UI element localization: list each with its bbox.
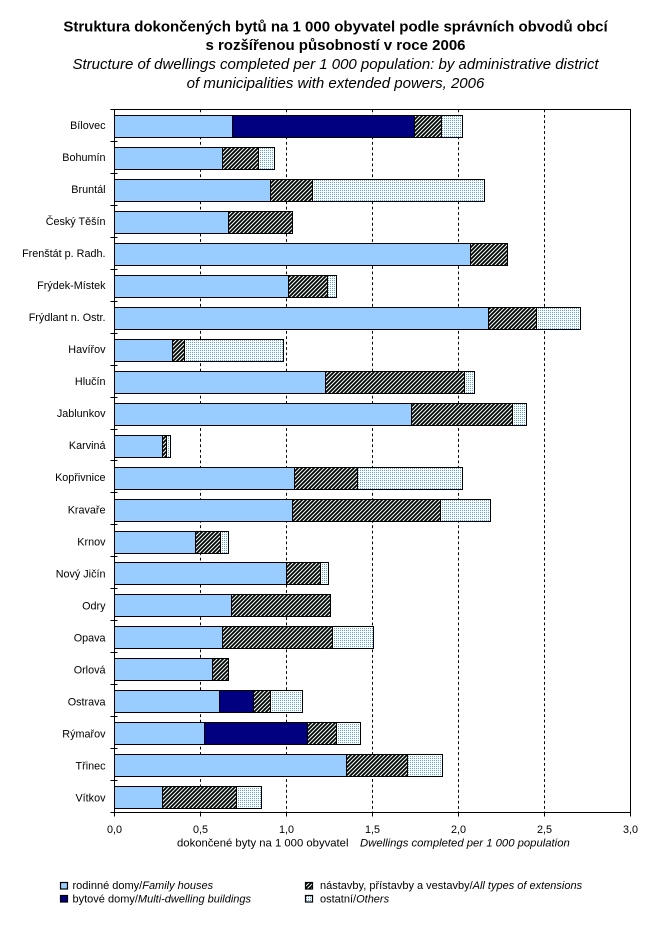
svg-text:Český Těšín: Český Těšín xyxy=(46,215,106,228)
svg-text:Bohumín: Bohumín xyxy=(62,152,105,164)
svg-text:ostatní/Others: ostatní/Others xyxy=(320,894,390,906)
svg-text:Odry: Odry xyxy=(82,600,106,612)
svg-text:Bílovec: Bílovec xyxy=(70,120,106,132)
svg-text:Opava: Opava xyxy=(74,632,106,644)
svg-text:Vítkov: Vítkov xyxy=(75,792,106,804)
svg-text:Rýmařov: Rýmařov xyxy=(62,728,106,740)
svg-text:Structure of dwellings complet: Structure of dwellings completed per 1 0… xyxy=(72,56,599,73)
svg-text:nástavby, přístavby a vestavby: nástavby, přístavby a vestavby/All types… xyxy=(320,880,583,892)
svg-text:Třinec: Třinec xyxy=(76,760,107,772)
svg-text:Karviná: Karviná xyxy=(69,440,106,452)
svg-text:0,5: 0,5 xyxy=(193,824,208,836)
svg-text:1,0: 1,0 xyxy=(279,824,294,836)
svg-text:Orlová: Orlová xyxy=(74,664,106,676)
svg-text:Ostrava: Ostrava xyxy=(68,696,106,708)
svg-text:0,0: 0,0 xyxy=(107,824,122,836)
svg-text:Kopřivnice: Kopřivnice xyxy=(55,472,105,484)
svg-text:Struktura dokončených bytů na: Struktura dokončených bytů na 1 000 obyv… xyxy=(63,19,608,36)
svg-text:Krnov: Krnov xyxy=(77,536,106,548)
svg-text:3,0: 3,0 xyxy=(623,824,638,836)
svg-text:Jablunkov: Jablunkov xyxy=(57,408,106,420)
svg-text:Kravaře: Kravaře xyxy=(68,504,106,516)
svg-text:s rozšířenou působností v roce: s rozšířenou působností v roce 2006 xyxy=(205,37,465,54)
svg-text:2,0: 2,0 xyxy=(451,824,466,836)
svg-text:2,5: 2,5 xyxy=(537,824,552,836)
svg-text:1,5: 1,5 xyxy=(365,824,380,836)
svg-text:Nový Jičín: Nový Jičín xyxy=(56,568,106,580)
svg-text:of municipalities with extende: of municipalities with extended powers, … xyxy=(187,75,485,92)
svg-text:rodinné domy/Family houses: rodinné domy/Family houses xyxy=(73,880,214,892)
svg-text:bytové domy/Multi-dwelling bui: bytové domy/Multi-dwelling buildings xyxy=(73,894,252,906)
svg-text:Bruntál: Bruntál xyxy=(71,184,105,196)
svg-text:Frenštát p. Radh.: Frenštát p. Radh. xyxy=(22,248,105,260)
svg-text:Dwellings completed per 1 000: Dwellings completed per 1 000 population xyxy=(360,838,570,850)
svg-text:Frýdlant n. Ostr.: Frýdlant n. Ostr. xyxy=(29,312,106,324)
svg-text:Hlučín: Hlučín xyxy=(75,376,106,388)
svg-text:dokončené byty na 1 000 obyvat: dokončené byty na 1 000 obyvatel xyxy=(177,838,348,850)
svg-text:Havířov: Havířov xyxy=(68,344,106,356)
svg-text:Frýdek-Místek: Frýdek-Místek xyxy=(37,280,106,292)
